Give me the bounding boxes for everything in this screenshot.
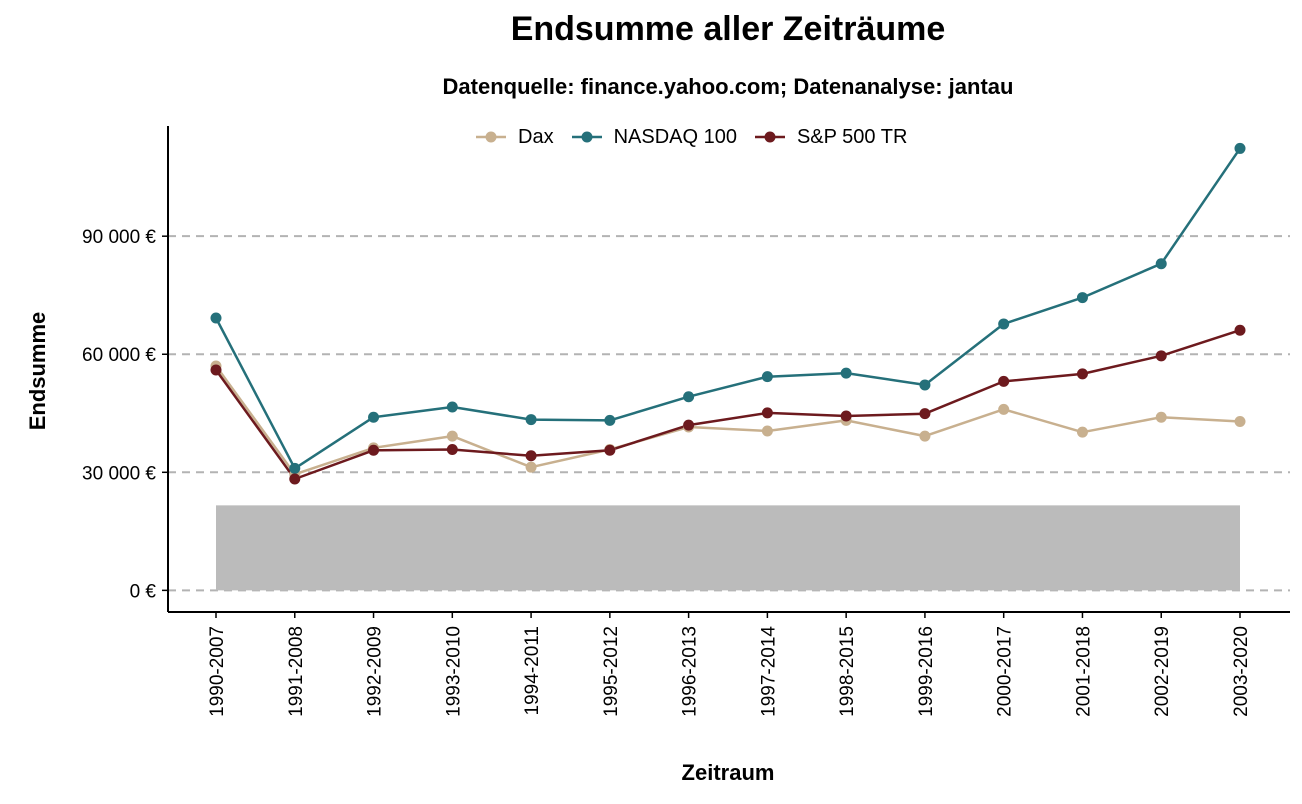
chart-title: Endsumme aller Zeiträume — [510, 10, 946, 48]
x-tick-label: 2000-2017 — [995, 626, 1016, 717]
data-point — [1155, 350, 1167, 362]
x-tick-label: 1991-2008 — [286, 626, 307, 717]
legend-label-nasdaq: NASDAQ 100 — [613, 125, 737, 148]
x-tick-label: 2001-2018 — [1073, 626, 1094, 717]
data-point — [761, 371, 773, 383]
x-tick-label: 1990-2007 — [207, 626, 228, 717]
x-tick-label: 1994-2011 — [522, 626, 543, 715]
data-point — [919, 408, 931, 420]
data-point — [289, 462, 301, 474]
x-axis-label: Zeitraum — [681, 760, 775, 785]
data-point — [761, 407, 773, 419]
x-axis: 1990-2007 1991-2008 1992-2009 1993-2010 1994… — [168, 611, 1290, 717]
series-line — [214, 365, 1241, 476]
y-tick-label: 0 € — [130, 581, 157, 602]
legend: Dax NASDAQ 100 S&P 500 TR — [474, 124, 907, 150]
data-point — [761, 425, 773, 437]
legend-label-sp500: S&P 500 TR — [796, 125, 908, 148]
data-point — [998, 318, 1010, 330]
y-tick-label: 60 000 € — [82, 345, 156, 366]
y-tick-label: 90 000 € — [82, 227, 156, 248]
data-point — [683, 419, 695, 431]
y-axis: 0 € 30 000 € 60 000 € 90 000 € — [82, 126, 169, 612]
x-tick-label: 2003-2020 — [1231, 626, 1252, 717]
x-tick-label: 1993-2010 — [443, 626, 464, 717]
background-bar — [216, 505, 1240, 591]
data-point — [604, 444, 616, 456]
series-lines — [214, 147, 1242, 481]
chart-subtitle: Datenquelle: finance.yahoo.com; Datenana… — [442, 74, 1014, 99]
data-point — [368, 444, 380, 456]
series-points — [210, 142, 1246, 485]
data-point — [446, 443, 458, 455]
data-point — [289, 473, 301, 485]
data-point — [446, 401, 458, 413]
data-point — [1076, 292, 1088, 304]
data-point — [1234, 324, 1246, 336]
legend-key-nasdaq — [571, 131, 602, 143]
x-tick-label: 1995-2012 — [601, 626, 622, 717]
data-point — [1155, 411, 1167, 423]
data-point — [525, 414, 537, 426]
data-point — [1234, 416, 1246, 428]
legend-item-nasdaq: NASDAQ 100 — [570, 124, 737, 150]
data-point — [840, 410, 852, 422]
legend-key-dax — [476, 131, 506, 143]
data-point — [368, 411, 380, 423]
legend-item-dax: Dax — [474, 124, 554, 150]
x-tick-label: 1997-2014 — [758, 626, 779, 717]
data-point — [525, 461, 537, 473]
data-point — [840, 367, 852, 379]
data-point — [1076, 426, 1088, 438]
x-tick-label: 1999-2016 — [916, 626, 937, 717]
data-point — [210, 312, 222, 324]
data-point — [998, 375, 1010, 387]
x-tick-label: 2002-2019 — [1152, 626, 1173, 717]
y-tick-label: 30 000 € — [82, 463, 156, 484]
data-point — [525, 450, 537, 462]
data-point — [683, 391, 695, 403]
x-tick-label: 1998-2015 — [837, 626, 858, 717]
data-point — [998, 403, 1010, 415]
x-tick-label: 1996-2013 — [680, 626, 701, 717]
data-point — [1155, 258, 1167, 270]
data-point — [919, 430, 931, 442]
y-axis-label: Endsumme — [25, 311, 50, 431]
data-point — [1076, 368, 1088, 380]
legend-key-sp500 — [754, 131, 785, 143]
data-point — [604, 414, 616, 426]
x-tick-label: 1992-2009 — [365, 626, 386, 717]
data-point — [1234, 142, 1246, 154]
legend-item-sp500: S&P 500 TR — [753, 124, 907, 150]
legend-label-dax: Dax — [518, 125, 554, 148]
series-line — [214, 147, 1242, 470]
data-point — [210, 364, 222, 376]
data-point — [446, 430, 458, 442]
series-line — [214, 329, 1241, 481]
data-point — [919, 379, 931, 391]
